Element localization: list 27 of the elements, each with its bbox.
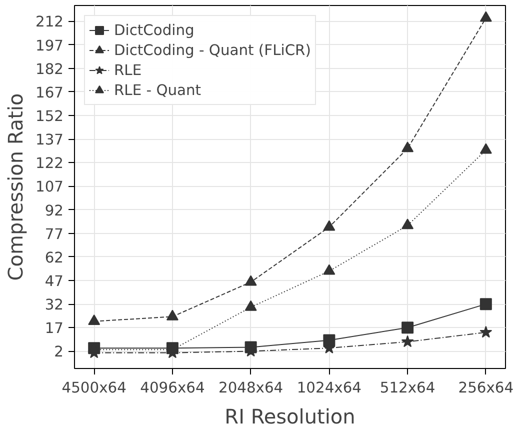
y-tick-label: 167 <box>36 84 64 102</box>
y-tick-label: 212 <box>36 14 64 31</box>
legend-label: DictCoding - Quant (FLiCR) <box>114 42 311 58</box>
y-tick-label: 62 <box>44 249 64 266</box>
y-tick-label: 152 <box>36 108 64 125</box>
y-tick-label: 137 <box>36 132 64 149</box>
x-tick-label: 1024x64 <box>296 380 362 396</box>
legend-label: DictCoding <box>114 22 194 38</box>
y-tick-label: 77 <box>44 226 64 243</box>
x-tick-label: 512x64 <box>380 380 436 396</box>
y-axis-title: Compression Ratio <box>4 93 28 281</box>
x-tick-label: 4096x64 <box>140 380 205 396</box>
y-tick-label: 47 <box>44 273 64 290</box>
x-axis-title: RI Resolution <box>224 404 356 428</box>
y-tick-label: 122 <box>36 155 64 172</box>
y-tick-label: 17 <box>44 320 64 338</box>
y-tick-label: 182 <box>36 60 64 78</box>
x-tick-label: 2048x64 <box>218 380 284 396</box>
y-tick-label: 32 <box>44 296 64 314</box>
x-tick-label: 4500x64 <box>62 380 126 396</box>
y-tick-label: 197 <box>36 37 64 54</box>
y-tick-label: 107 <box>36 178 64 196</box>
legend-label: RLE <box>114 62 142 78</box>
legend-label: RLE - Quant <box>114 82 202 98</box>
y-tick-label: 2 <box>54 344 64 361</box>
y-tick-label: 92 <box>44 202 64 220</box>
x-tick-label: 256x64 <box>458 380 514 396</box>
